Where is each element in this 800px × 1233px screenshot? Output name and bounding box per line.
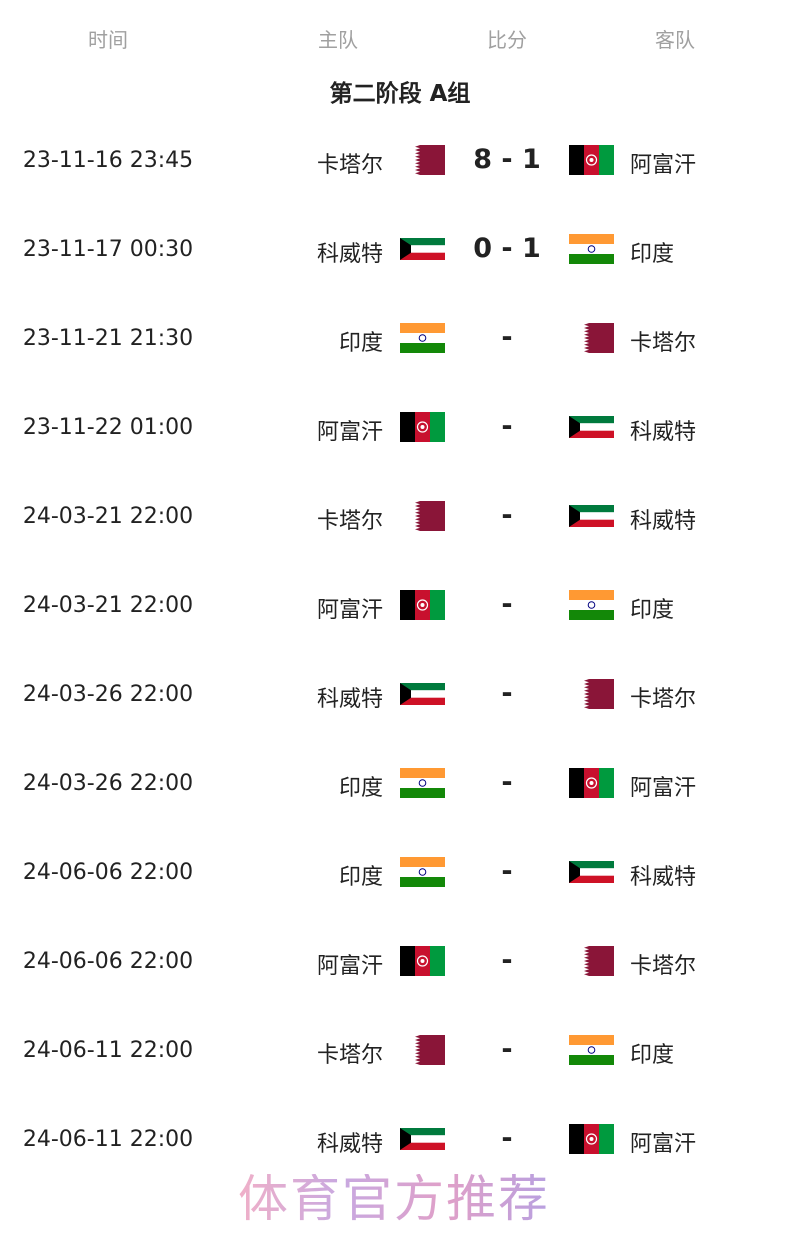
home-team-name: 卡塔尔 (316, 509, 383, 534)
match-row[interactable]: 24-03-26 22:00 印度 - 阿富汗 (0, 763, 800, 803)
away-team-name: 卡塔尔 (630, 331, 697, 356)
match-score: - (501, 678, 513, 709)
home-team-name: 印度 (338, 865, 383, 890)
match-score: - (501, 500, 513, 531)
match-score: 0 - 1 (473, 233, 541, 264)
home-team-name: 科威特 (316, 242, 383, 267)
afghanistan-flag-icon (569, 145, 614, 175)
qatar-flag-icon (569, 946, 614, 976)
qatar-flag-icon (400, 501, 445, 531)
match-time: 24-06-06 22:00 (22, 949, 194, 974)
kuwait-flag-icon (569, 412, 614, 442)
match-row[interactable]: 24-03-26 22:00 科威特 - 卡塔尔 (0, 674, 800, 714)
india-flag-icon (400, 857, 445, 887)
match-score: - (501, 411, 513, 442)
away-team-name: 阿富汗 (630, 776, 697, 801)
away-team-name: 印度 (630, 1043, 675, 1068)
match-time: 24-06-11 22:00 (22, 1038, 194, 1063)
match-time: 23-11-16 23:45 (22, 148, 194, 173)
column-header-home: 主队 (318, 28, 358, 52)
away-team-name: 印度 (630, 598, 675, 623)
match-row[interactable]: 24-03-21 22:00 阿富汗 - 印度 (0, 585, 800, 625)
away-team-name: 阿富汗 (630, 1132, 697, 1157)
home-team-name: 阿富汗 (316, 954, 383, 979)
match-time: 24-06-11 22:00 (22, 1127, 194, 1152)
match-score: - (501, 767, 513, 798)
away-team-name: 科威特 (630, 420, 697, 445)
match-time: 24-03-26 22:00 (22, 682, 194, 707)
match-row[interactable]: 24-06-11 22:00 卡塔尔 - 印度 (0, 1030, 800, 1070)
match-score: - (501, 589, 513, 620)
home-team-name: 印度 (338, 331, 383, 356)
afghanistan-flag-icon (569, 768, 614, 798)
match-row[interactable]: 24-06-06 22:00 印度 - 科威特 (0, 852, 800, 892)
match-row[interactable]: 23-11-16 23:45 卡塔尔 8 - 1 阿富汗 (0, 140, 800, 180)
afghanistan-flag-icon (400, 590, 445, 620)
away-team-name: 卡塔尔 (630, 687, 697, 712)
match-score: - (501, 856, 513, 887)
column-header-away: 客队 (655, 28, 695, 52)
kuwait-flag-icon (400, 1124, 445, 1154)
match-score: - (501, 322, 513, 353)
india-flag-icon (569, 234, 614, 264)
match-time: 24-03-26 22:00 (22, 771, 194, 796)
match-row[interactable]: 24-06-11 22:00 科威特 - 阿富汗 (0, 1119, 800, 1159)
afghanistan-flag-icon (569, 1124, 614, 1154)
kuwait-flag-icon (400, 234, 445, 264)
match-row[interactable]: 24-06-06 22:00 阿富汗 - 卡塔尔 (0, 941, 800, 981)
match-score: - (501, 945, 513, 976)
watermark: 体育官方推荐 (238, 1170, 550, 1228)
match-score: - (501, 1123, 513, 1154)
home-team-name: 科威特 (316, 687, 383, 712)
home-team-name: 阿富汗 (316, 598, 383, 623)
match-time: 23-11-22 01:00 (22, 415, 194, 440)
match-row[interactable]: 23-11-22 01:00 阿富汗 - 科威特 (0, 407, 800, 447)
afghanistan-flag-icon (400, 946, 445, 976)
qatar-flag-icon (569, 679, 614, 709)
home-team-name: 卡塔尔 (316, 153, 383, 178)
match-row[interactable]: 23-11-17 00:30 科威特 0 - 1 印度 (0, 229, 800, 269)
kuwait-flag-icon (400, 679, 445, 709)
home-team-name: 科威特 (316, 1132, 383, 1157)
away-team-name: 印度 (630, 242, 675, 267)
qatar-flag-icon (400, 1035, 445, 1065)
match-time: 24-06-06 22:00 (22, 860, 194, 885)
match-time: 24-03-21 22:00 (22, 593, 194, 618)
column-header-time: 时间 (88, 28, 128, 52)
india-flag-icon (569, 1035, 614, 1065)
match-time: 23-11-21 21:30 (22, 326, 194, 351)
india-flag-icon (569, 590, 614, 620)
match-time: 23-11-17 00:30 (22, 237, 194, 262)
away-team-name: 阿富汗 (630, 153, 697, 178)
home-team-name: 阿富汗 (316, 420, 383, 445)
kuwait-flag-icon (569, 501, 614, 531)
home-team-name: 印度 (338, 776, 383, 801)
away-team-name: 卡塔尔 (630, 954, 697, 979)
qatar-flag-icon (400, 145, 445, 175)
afghanistan-flag-icon (400, 412, 445, 442)
away-team-name: 科威特 (630, 865, 697, 890)
away-team-name: 科威特 (630, 509, 697, 534)
match-row[interactable]: 24-03-21 22:00 卡塔尔 - 科威特 (0, 496, 800, 536)
group-title: 第二阶段 A组 (329, 81, 471, 107)
home-team-name: 卡塔尔 (316, 1043, 383, 1068)
india-flag-icon (400, 768, 445, 798)
india-flag-icon (400, 323, 445, 353)
column-header-score: 比分 (487, 28, 527, 52)
match-score: - (501, 1034, 513, 1065)
match-row[interactable]: 23-11-21 21:30 印度 - 卡塔尔 (0, 318, 800, 358)
match-time: 24-03-21 22:00 (22, 504, 194, 529)
kuwait-flag-icon (569, 857, 614, 887)
qatar-flag-icon (569, 323, 614, 353)
match-score: 8 - 1 (473, 144, 541, 175)
